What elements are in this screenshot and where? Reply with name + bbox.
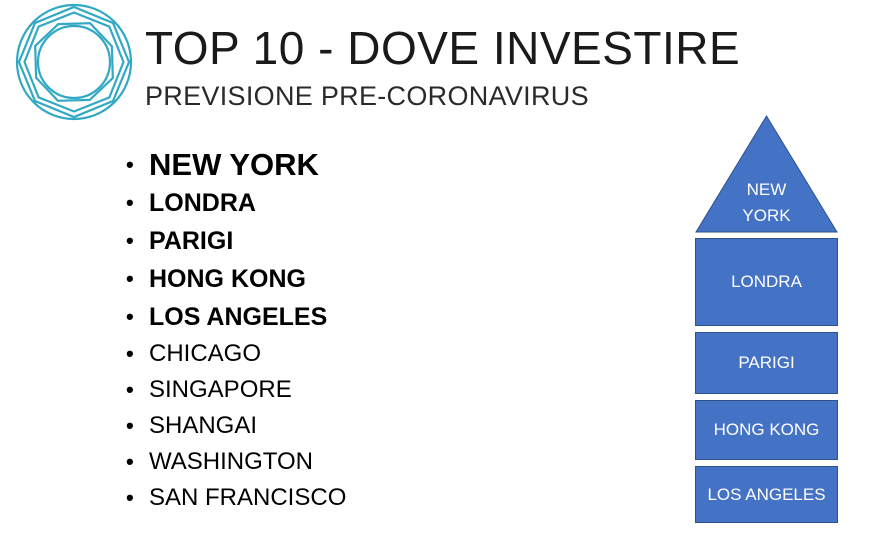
city-name: LONDRA	[149, 189, 256, 217]
list-item: • LOS ANGELES	[124, 298, 346, 336]
pyramid-apex	[695, 115, 838, 233]
bullet-icon: •	[126, 304, 134, 329]
pyramid-level-label: PARIGI	[738, 353, 795, 372]
bullet-icon: •	[126, 266, 134, 291]
city-name: SINGAPORE	[149, 376, 292, 403]
list-item: • LONDRA	[124, 184, 346, 222]
city-name: WASHINGTON	[149, 448, 314, 475]
list-item: • CHICAGO	[124, 336, 346, 372]
city-name: SHANGAI	[149, 412, 258, 439]
pyramid-level-label: LOS ANGELES	[707, 484, 826, 504]
pyramid-level-label: HONG KONG	[713, 420, 820, 439]
pyramid-apex-label-line1: NEW	[746, 180, 787, 199]
bullet-icon: •	[126, 413, 134, 438]
pyramid-level-parigi: PARIGI	[695, 332, 838, 394]
pyramid-level-londra: LONDRA	[695, 238, 838, 326]
ranking-pyramid: NEW YORK LONDRA PARIGI HONG KONG LOS ANG…	[695, 115, 840, 525]
city-name: CHICAGO	[149, 340, 262, 367]
page-title: TOP 10 - DOVE INVESTIRE	[145, 22, 741, 74]
page-subtitle: PREVISIONE PRE-CORONAVIRUS	[145, 81, 589, 111]
pyramid-apex-label: NEW YORK	[695, 177, 838, 229]
pyramid-level-label: LONDRA	[731, 272, 802, 291]
bullet-icon: •	[126, 377, 134, 402]
list-item: • SHANGAI	[124, 408, 346, 444]
city-list: • NEW YORK • LONDRA • PARIGI • HONG KONG • LO…	[124, 146, 346, 516]
pyramid-level-hong-kong: HONG KONG	[695, 400, 838, 460]
bullet-icon: •	[126, 152, 134, 177]
bullet-icon: •	[126, 341, 134, 366]
bullet-icon: •	[126, 449, 134, 474]
list-item: • SINGAPORE	[124, 372, 346, 408]
list-item: • NEW YORK	[124, 146, 346, 184]
pyramid-apex-label-line2: YORK	[742, 206, 791, 225]
list-item: • PARIGI	[124, 222, 346, 260]
city-name: NEW YORK	[149, 147, 319, 182]
bullet-icon: •	[126, 485, 134, 510]
city-name: LOS ANGELES	[149, 303, 328, 331]
city-name: PARIGI	[149, 227, 234, 255]
list-item: • SAN FRANCISCO	[124, 480, 346, 516]
pyramid-level-los-angeles: LOS ANGELES	[695, 466, 838, 523]
list-item: • WASHINGTON	[124, 444, 346, 480]
bullet-icon: •	[126, 190, 134, 215]
city-name: SAN FRANCISCO	[149, 484, 347, 511]
list-item: • HONG KONG	[124, 260, 346, 298]
bullet-icon: •	[126, 228, 134, 253]
logo-icon	[15, 3, 133, 121]
city-name: HONG KONG	[149, 265, 306, 293]
